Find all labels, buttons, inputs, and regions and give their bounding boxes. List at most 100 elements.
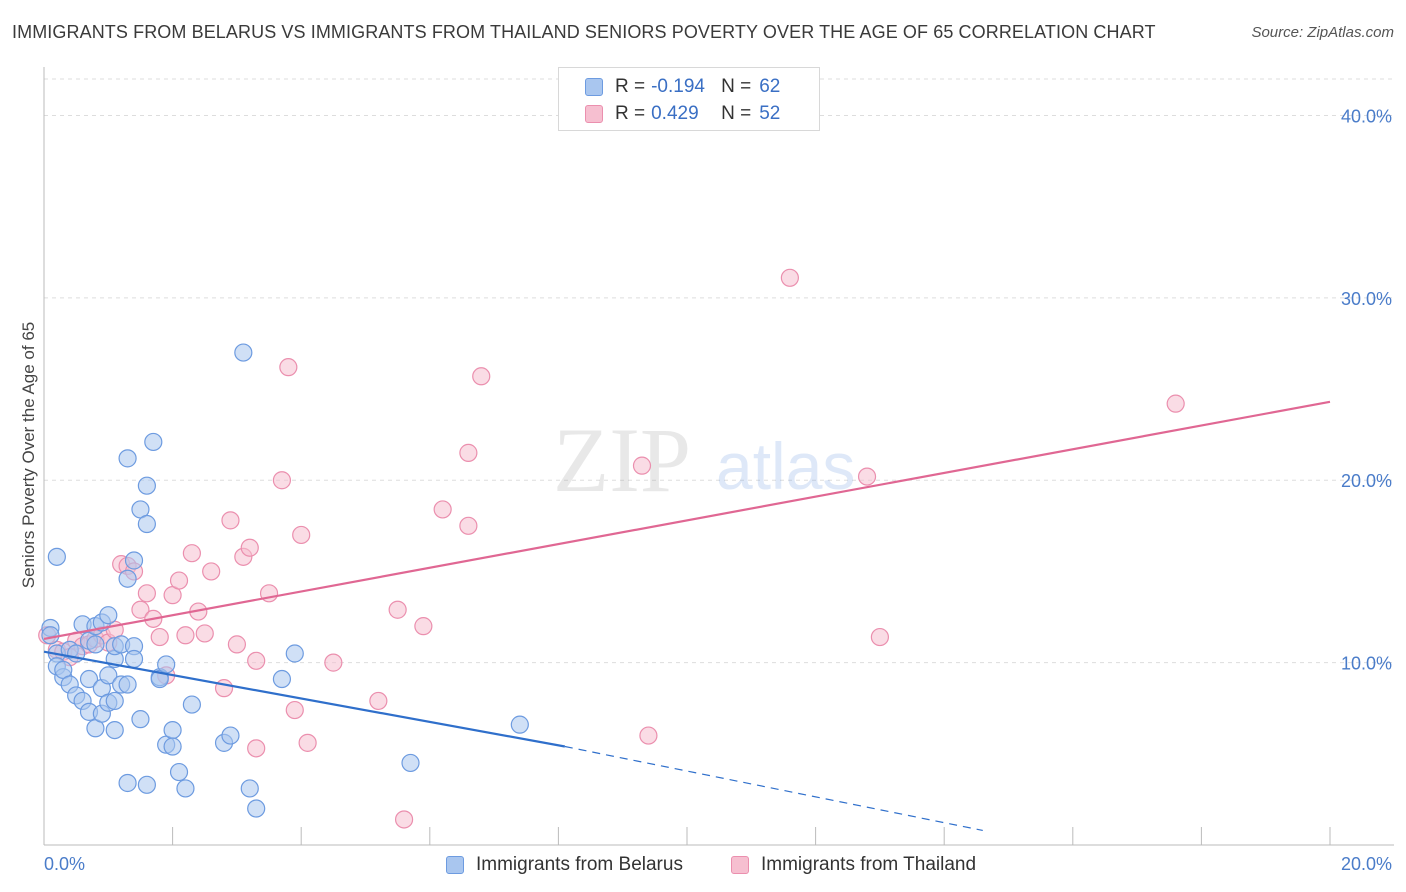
belarus-r-value: -0.194: [651, 76, 705, 97]
thailand-point: [176, 626, 195, 645]
thailand-point: [459, 443, 478, 462]
belarus-point: [79, 669, 99, 689]
belarus-point: [124, 649, 144, 669]
trend-lines: [43, 400, 1331, 831]
bottom-legend-thailand: Immigrants from Thailand: [731, 852, 976, 878]
thailand-point: [221, 511, 240, 530]
belarus-point: [176, 779, 195, 798]
belarus-point: [240, 779, 259, 798]
axes: [43, 67, 1394, 846]
thailand-point: [388, 600, 407, 619]
belarus-point: [247, 799, 266, 818]
chart-title: IMMIGRANTS FROM BELARUS VS IMMIGRANTS FR…: [12, 22, 1156, 42]
belarus-trend-line: [43, 650, 566, 748]
x-tick-label-min: 0.0%: [44, 854, 85, 874]
thailand-point: [240, 538, 259, 557]
y-tick-label: 10.0%: [1341, 654, 1392, 674]
thailand-point: [369, 691, 388, 711]
thailand-point: [433, 500, 452, 519]
belarus-point: [401, 753, 420, 773]
thailand-point: [131, 600, 150, 619]
thailand-trend-line: [43, 400, 1331, 640]
belarus-point: [285, 644, 304, 663]
y-tick-label: 20.0%: [1341, 471, 1392, 491]
tick-labels: 10.0% 20.0% 30.0% 40.0% 0.0% 20.0%: [44, 106, 1392, 874]
thailand-point: [195, 624, 214, 643]
thailand-n-value: 52: [759, 103, 781, 124]
belarus-point: [47, 547, 66, 566]
belarus-points: [41, 343, 529, 818]
belarus-point: [169, 762, 189, 782]
thailand-n-label: N =: [721, 103, 752, 124]
legend-row-belarus: R = -0.194 N = 62: [585, 74, 780, 100]
thailand-legend-label: Immigrants from Thailand: [761, 854, 977, 875]
belarus-point: [163, 720, 182, 740]
watermark-atlas: atlas: [716, 429, 855, 503]
belarus-point: [137, 514, 156, 534]
thailand-point: [285, 700, 304, 720]
thailand-point: [459, 516, 478, 535]
belarus-point: [105, 691, 124, 711]
belarus-point: [144, 432, 163, 452]
thailand-points: [38, 268, 1185, 829]
belarus-point: [510, 715, 529, 734]
thailand-point: [182, 544, 201, 563]
belarus-point: [99, 606, 118, 625]
thailand-point: [298, 733, 317, 752]
correlation-legend: R = -0.194 N = 62 R = 0.429 N = 52: [558, 67, 820, 131]
belarus-point: [41, 626, 60, 645]
belarus-point: [118, 569, 137, 588]
belarus-swatch: [585, 78, 603, 96]
watermark: ZIP atlas: [553, 409, 855, 511]
thailand-legend-swatch: [731, 856, 749, 874]
belarus-point: [221, 726, 240, 745]
thailand-point: [1166, 394, 1185, 413]
belarus-point: [182, 695, 201, 714]
belarus-point: [163, 737, 182, 756]
thailand-point: [279, 358, 298, 377]
belarus-n-value: 62: [759, 76, 781, 97]
thailand-point: [272, 471, 292, 490]
thailand-point: [472, 367, 491, 386]
thailand-point: [870, 627, 890, 647]
thailand-point: [632, 456, 652, 475]
belarus-point: [118, 773, 137, 793]
thailand-point: [202, 562, 221, 581]
belarus-point: [137, 476, 156, 495]
belarus-point: [118, 675, 137, 694]
watermark-zip: ZIP: [553, 409, 691, 511]
thailand-swatch: [585, 105, 603, 123]
thailand-point: [137, 584, 156, 603]
thailand-point: [150, 627, 169, 647]
y-axis-label: Seniors Poverty Over the Age of 65: [19, 322, 38, 588]
belarus-legend-swatch: [446, 856, 464, 874]
thailand-r-label: R =: [615, 103, 646, 124]
belarus-n-label: N =: [721, 76, 752, 97]
thailand-point: [394, 810, 414, 829]
thailand-point: [169, 571, 189, 590]
belarus-point: [157, 655, 176, 674]
belarus-trend-extension: [564, 745, 983, 831]
gridlines: [44, 78, 1394, 664]
belarus-point: [137, 775, 156, 794]
y-tick-label: 40.0%: [1341, 106, 1392, 126]
belarus-r-label: R =: [615, 76, 646, 97]
x-tick-label-max: 20.0%: [1341, 854, 1392, 874]
source-label: Source: ZipAtlas.com: [1251, 24, 1394, 41]
belarus-point: [234, 343, 253, 362]
thailand-point: [247, 739, 266, 758]
belarus-point: [105, 720, 124, 740]
belarus-point: [86, 635, 105, 654]
thailand-point: [857, 467, 877, 486]
thailand-point: [780, 268, 799, 287]
thailand-point: [247, 651, 266, 670]
belarus-point: [272, 669, 292, 689]
thailand-r-value: 0.429: [651, 103, 699, 124]
thailand-point: [292, 525, 311, 545]
belarus-legend-label: Immigrants from Belarus: [476, 854, 683, 875]
thailand-point: [324, 653, 343, 672]
bottom-legend-belarus: Immigrants from Belarus: [446, 852, 683, 878]
thailand-point: [214, 679, 234, 698]
belarus-point: [124, 551, 144, 570]
